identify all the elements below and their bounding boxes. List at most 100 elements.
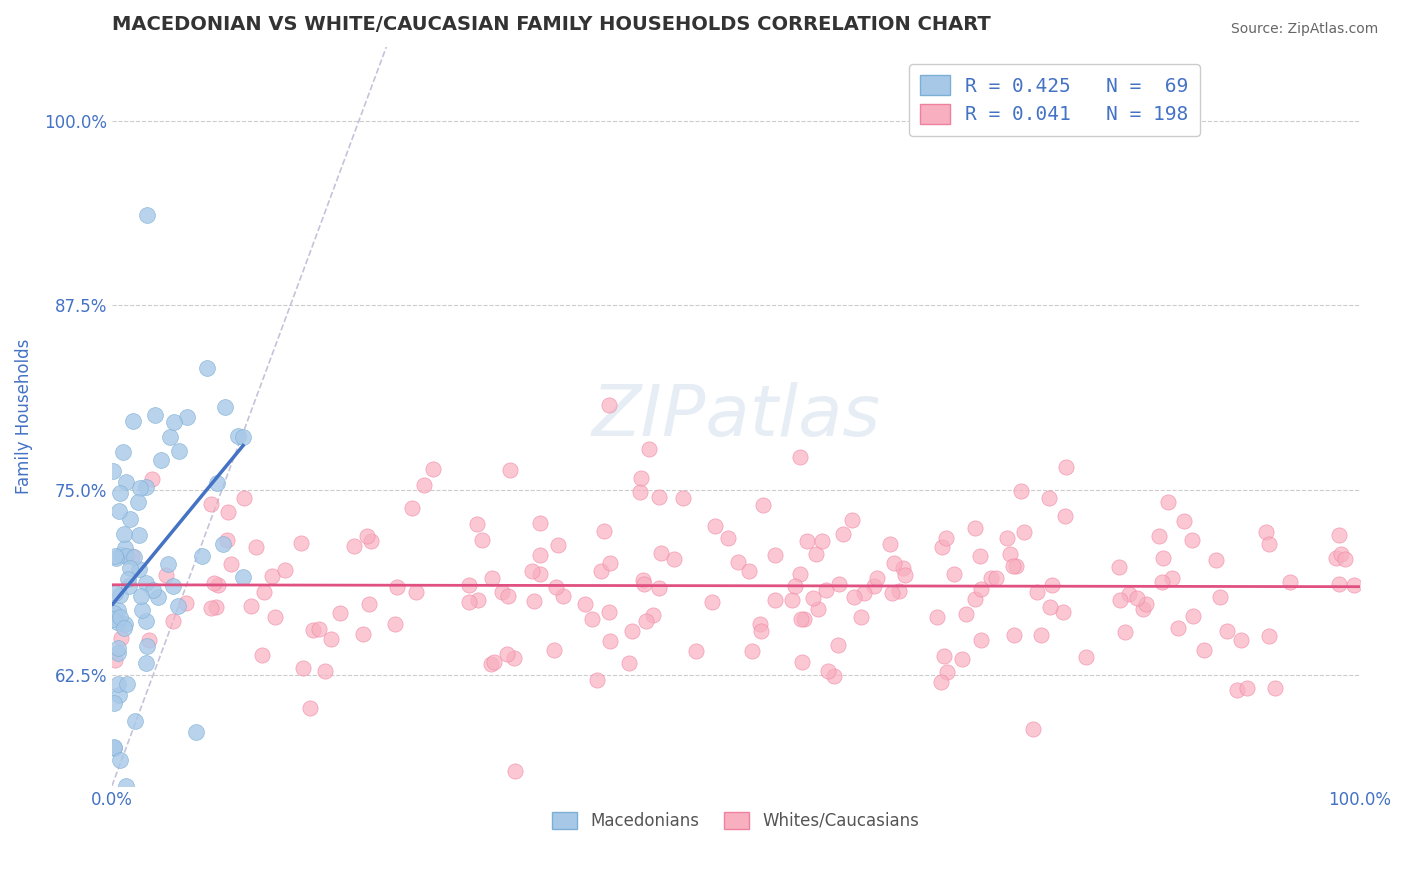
Point bbox=[299, 701, 322, 715]
Point bbox=[138, 633, 160, 648]
Point bbox=[749, 616, 772, 631]
Point bbox=[105, 615, 128, 629]
Point bbox=[131, 603, 153, 617]
Point bbox=[780, 593, 803, 607]
Point bbox=[879, 537, 901, 551]
Point bbox=[467, 593, 489, 607]
Point bbox=[115, 779, 138, 793]
Point bbox=[529, 548, 551, 562]
Point bbox=[245, 540, 267, 554]
Point bbox=[599, 556, 621, 570]
Point bbox=[103, 612, 125, 626]
Point bbox=[384, 617, 406, 632]
Point bbox=[136, 639, 159, 653]
Point bbox=[112, 622, 135, 636]
Point bbox=[101, 464, 124, 478]
Point bbox=[1026, 585, 1049, 599]
Point bbox=[1114, 625, 1136, 640]
Point bbox=[1040, 578, 1063, 592]
Point bbox=[1054, 459, 1077, 474]
Point bbox=[880, 585, 903, 599]
Point bbox=[1039, 600, 1062, 615]
Point bbox=[827, 638, 849, 652]
Point bbox=[215, 533, 238, 547]
Point bbox=[599, 634, 621, 648]
Point bbox=[865, 571, 887, 585]
Point bbox=[108, 753, 131, 767]
Point bbox=[200, 600, 222, 615]
Point bbox=[360, 534, 382, 549]
Point bbox=[853, 585, 876, 599]
Point bbox=[121, 549, 143, 563]
Point bbox=[995, 531, 1018, 545]
Point bbox=[543, 642, 565, 657]
Point bbox=[950, 652, 973, 666]
Point bbox=[893, 560, 915, 574]
Point bbox=[1029, 627, 1052, 641]
Point bbox=[127, 495, 149, 509]
Point bbox=[1160, 572, 1182, 586]
Point bbox=[932, 649, 955, 664]
Point bbox=[471, 533, 494, 547]
Point bbox=[598, 605, 620, 619]
Point bbox=[108, 588, 131, 602]
Point bbox=[422, 462, 444, 476]
Point bbox=[129, 589, 152, 603]
Point bbox=[574, 597, 596, 611]
Point bbox=[998, 547, 1021, 561]
Point bbox=[141, 471, 163, 485]
Point bbox=[159, 430, 181, 444]
Point bbox=[128, 481, 150, 495]
Point bbox=[104, 549, 127, 563]
Point bbox=[104, 550, 127, 565]
Point bbox=[796, 534, 818, 549]
Point bbox=[156, 557, 179, 571]
Point bbox=[401, 501, 423, 516]
Point bbox=[114, 475, 136, 489]
Point bbox=[232, 569, 254, 583]
Point bbox=[801, 591, 824, 605]
Point bbox=[832, 526, 855, 541]
Point bbox=[458, 577, 481, 591]
Point bbox=[207, 578, 229, 592]
Point bbox=[115, 677, 138, 691]
Point bbox=[114, 617, 136, 632]
Point bbox=[1135, 597, 1157, 611]
Point bbox=[107, 646, 129, 660]
Point bbox=[598, 397, 620, 411]
Point bbox=[1038, 491, 1060, 505]
Point bbox=[503, 764, 526, 778]
Point bbox=[823, 669, 845, 683]
Point bbox=[1150, 574, 1173, 589]
Point bbox=[120, 560, 142, 574]
Point bbox=[146, 591, 169, 605]
Point bbox=[927, 610, 949, 624]
Point bbox=[385, 580, 408, 594]
Point bbox=[647, 581, 669, 595]
Point bbox=[162, 614, 184, 628]
Point bbox=[479, 657, 502, 671]
Point bbox=[343, 539, 366, 553]
Point bbox=[204, 600, 226, 615]
Point bbox=[186, 725, 208, 739]
Point bbox=[804, 547, 827, 561]
Point bbox=[863, 579, 886, 593]
Point bbox=[529, 567, 551, 582]
Point bbox=[811, 533, 834, 548]
Point bbox=[817, 664, 839, 678]
Point bbox=[104, 653, 127, 667]
Point bbox=[969, 549, 991, 563]
Point bbox=[1126, 591, 1149, 605]
Point bbox=[205, 476, 228, 491]
Point bbox=[1181, 609, 1204, 624]
Point bbox=[807, 602, 830, 616]
Point bbox=[630, 470, 652, 484]
Point bbox=[700, 595, 723, 609]
Point bbox=[135, 614, 157, 628]
Point bbox=[970, 632, 993, 647]
Point bbox=[107, 677, 129, 691]
Point bbox=[217, 505, 239, 519]
Point bbox=[239, 599, 262, 614]
Point bbox=[1012, 525, 1035, 540]
Point bbox=[1324, 550, 1347, 565]
